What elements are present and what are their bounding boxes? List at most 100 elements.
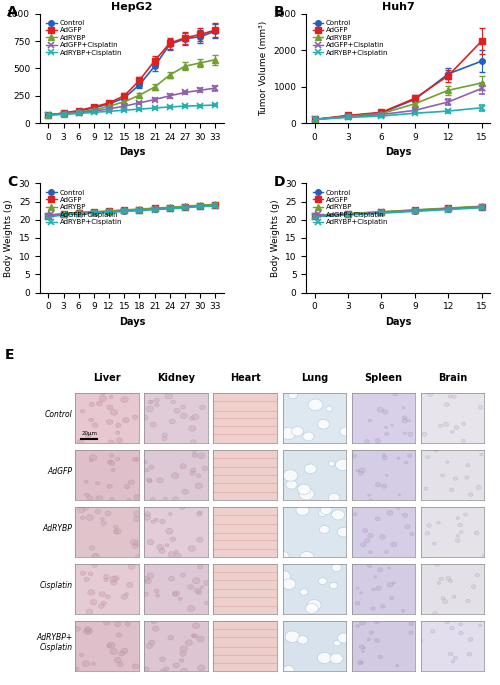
Circle shape [320, 525, 330, 534]
Circle shape [326, 406, 332, 412]
Circle shape [151, 520, 156, 523]
Circle shape [146, 406, 154, 412]
Circle shape [462, 422, 466, 425]
X-axis label: Days: Days [385, 147, 411, 158]
Circle shape [192, 577, 200, 584]
Circle shape [173, 591, 180, 596]
Circle shape [359, 645, 364, 649]
Circle shape [364, 440, 370, 443]
Circle shape [160, 519, 166, 524]
Circle shape [151, 619, 157, 624]
Circle shape [355, 601, 360, 605]
Circle shape [307, 599, 321, 610]
Circle shape [465, 476, 469, 480]
Circle shape [168, 512, 172, 516]
Y-axis label: Tumor Volume (mm³): Tumor Volume (mm³) [0, 21, 2, 116]
Circle shape [336, 459, 350, 471]
Circle shape [410, 532, 414, 536]
Circle shape [318, 510, 327, 516]
Circle shape [384, 432, 388, 436]
Circle shape [408, 454, 412, 458]
Text: B: B [274, 5, 284, 19]
Circle shape [114, 657, 121, 663]
Circle shape [132, 543, 138, 548]
Circle shape [403, 432, 406, 434]
Circle shape [148, 400, 152, 404]
Circle shape [185, 640, 192, 645]
Circle shape [472, 585, 476, 588]
Circle shape [84, 627, 91, 632]
Circle shape [444, 423, 448, 426]
Text: A: A [7, 5, 18, 19]
Circle shape [136, 555, 140, 558]
Circle shape [165, 393, 172, 399]
Circle shape [318, 652, 332, 664]
Circle shape [196, 474, 201, 477]
Circle shape [398, 494, 400, 496]
Text: 20μm: 20μm [82, 431, 98, 436]
Circle shape [368, 494, 370, 497]
Circle shape [142, 576, 149, 582]
Circle shape [84, 577, 89, 582]
Circle shape [92, 554, 98, 559]
Circle shape [92, 563, 98, 567]
Circle shape [146, 478, 152, 482]
Circle shape [121, 648, 128, 653]
Text: D: D [274, 175, 285, 188]
Circle shape [150, 422, 156, 427]
Circle shape [360, 592, 362, 594]
Circle shape [458, 623, 462, 626]
Circle shape [168, 576, 174, 581]
Circle shape [356, 469, 359, 472]
Circle shape [353, 512, 357, 516]
Circle shape [408, 622, 414, 625]
Text: Kidney: Kidney [157, 373, 195, 383]
Circle shape [135, 458, 140, 462]
Circle shape [122, 417, 130, 423]
Circle shape [448, 652, 453, 656]
Circle shape [173, 663, 180, 668]
Circle shape [74, 626, 80, 632]
Circle shape [428, 393, 432, 397]
Circle shape [174, 408, 180, 413]
Circle shape [376, 482, 380, 487]
Circle shape [164, 667, 169, 671]
Circle shape [114, 529, 121, 534]
Circle shape [332, 510, 344, 520]
Circle shape [144, 667, 149, 671]
Circle shape [85, 433, 91, 438]
Circle shape [126, 582, 133, 588]
Circle shape [401, 610, 405, 612]
Circle shape [148, 640, 155, 645]
Circle shape [172, 473, 179, 479]
Circle shape [156, 477, 164, 483]
Circle shape [152, 626, 159, 632]
Circle shape [162, 437, 167, 440]
Circle shape [330, 653, 343, 664]
Circle shape [107, 405, 113, 410]
Text: Cisplatin: Cisplatin [40, 582, 72, 590]
Circle shape [86, 628, 92, 634]
Circle shape [308, 399, 323, 410]
Circle shape [101, 601, 106, 606]
Circle shape [371, 607, 376, 610]
Circle shape [125, 622, 130, 626]
Circle shape [396, 664, 399, 667]
Text: Control: Control [45, 410, 72, 419]
Circle shape [116, 633, 121, 637]
Circle shape [165, 544, 169, 547]
Circle shape [84, 629, 91, 634]
Circle shape [402, 419, 407, 423]
Circle shape [452, 395, 456, 399]
Circle shape [432, 542, 436, 545]
Circle shape [334, 655, 342, 661]
Circle shape [134, 495, 141, 500]
Circle shape [180, 651, 186, 656]
Circle shape [80, 410, 84, 413]
Circle shape [446, 461, 449, 464]
Circle shape [106, 420, 113, 425]
Circle shape [170, 537, 175, 541]
Circle shape [468, 493, 473, 497]
Circle shape [190, 468, 196, 472]
Circle shape [360, 621, 366, 625]
